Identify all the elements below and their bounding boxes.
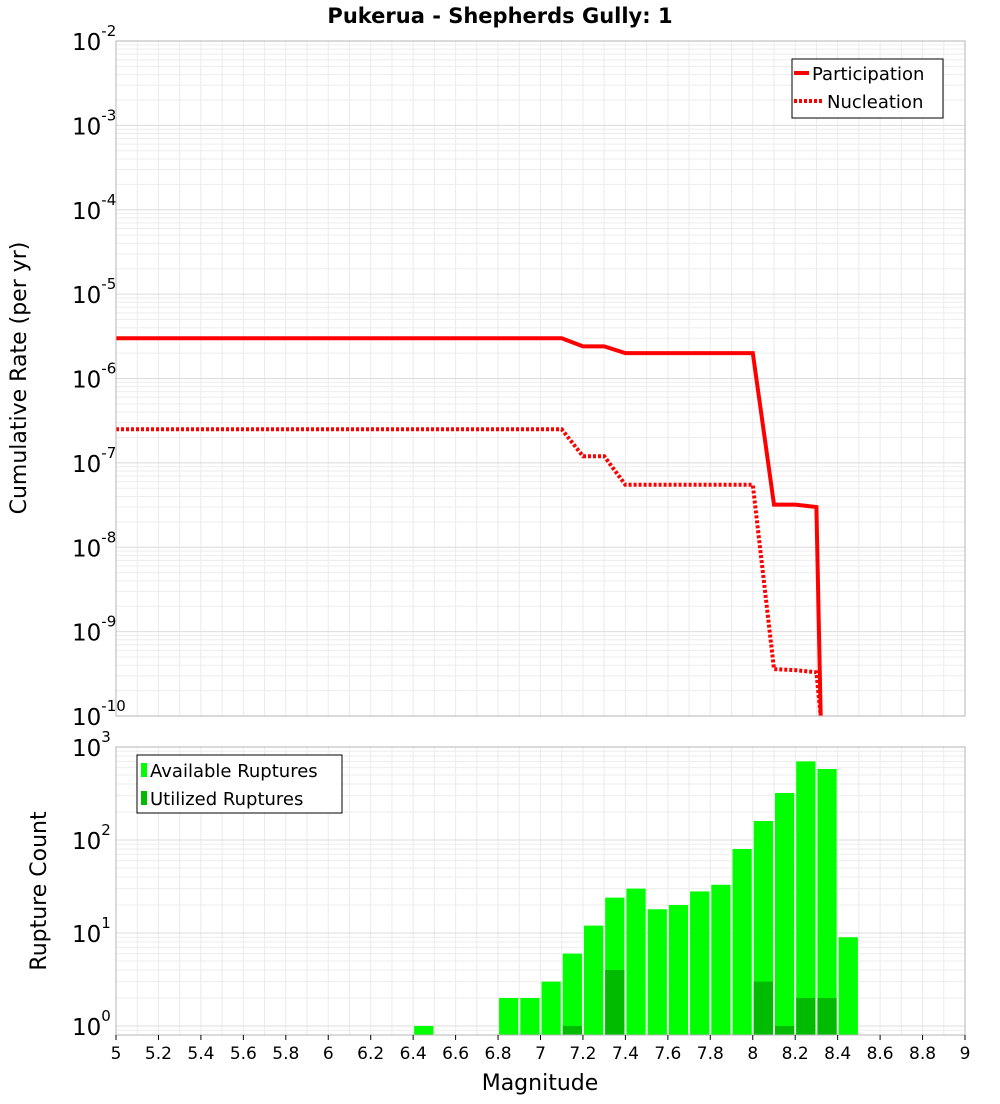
bar-available <box>796 761 816 1035</box>
x-tick-label: 8.8 <box>909 1044 936 1064</box>
top-y-tick-label: 10-9 <box>72 613 116 647</box>
bar-available <box>690 891 710 1035</box>
bottom-y-tick-label: 101 <box>72 914 111 948</box>
bottom-legend: Available Ruptures Utilized Ruptures <box>136 754 343 814</box>
bar-available <box>414 1025 434 1035</box>
bar-available <box>647 909 667 1035</box>
bar-available <box>541 981 561 1035</box>
bar-utilized <box>605 969 625 1035</box>
x-tick-label: 5 <box>111 1044 122 1064</box>
bar-utilized <box>562 1025 582 1035</box>
x-tick-label: 5.2 <box>145 1044 172 1064</box>
x-tick-label: 5.4 <box>187 1044 214 1064</box>
bar-available <box>774 793 795 1035</box>
x-tick-label: 8 <box>747 1044 758 1064</box>
top-y-tick-label: 10-3 <box>72 106 116 140</box>
top-y-tick-label: 10-5 <box>72 275 116 309</box>
x-tick-label: 6.4 <box>400 1044 427 1064</box>
bottom-y-axis-label: Rupture Count <box>27 811 52 971</box>
x-tick-label: 7.2 <box>569 1044 596 1064</box>
bar-available <box>499 997 519 1035</box>
x-tick-label: 7.8 <box>697 1044 724 1064</box>
top-legend: Participation Nucleation <box>791 58 944 119</box>
x-tick-label: 7.6 <box>654 1044 681 1064</box>
x-tick-label: 6.8 <box>485 1044 512 1064</box>
x-tick-label: 8.6 <box>867 1044 894 1064</box>
bottom-y-tick-label: 102 <box>72 821 111 855</box>
bar-available <box>520 997 540 1035</box>
bar-available <box>753 821 773 1035</box>
x-tick-label: 5.6 <box>230 1044 257 1064</box>
top-y-tick-label: 10-4 <box>72 191 116 225</box>
bar-utilized <box>774 1025 795 1035</box>
bottom-legend-box <box>136 754 343 814</box>
top-legend-box <box>791 58 944 119</box>
bar-available <box>711 884 731 1035</box>
top-gridlines <box>115 41 966 717</box>
legend-utilized-label: Utilized Ruptures <box>150 789 303 810</box>
top-y-tick-label: 10-6 <box>72 360 116 394</box>
bar-utilized <box>753 981 773 1035</box>
bar-available <box>562 953 582 1035</box>
legend-available-label: Available Ruptures <box>150 761 318 782</box>
legend-utilized-swatch <box>141 791 147 805</box>
bottom-y-ticks: 100 101 102 103 <box>72 728 111 1041</box>
bar-available <box>668 904 689 1035</box>
x-axis-label: Magnitude <box>482 1071 599 1096</box>
x-tick-label: 8.4 <box>824 1044 851 1064</box>
bar-available <box>817 769 837 1035</box>
bar-utilized <box>817 997 837 1035</box>
top-plot-frame <box>115 40 966 717</box>
legend-nucleation-label: Nucleation <box>827 92 923 113</box>
x-tick-label: 8.2 <box>782 1044 809 1064</box>
x-tick-label: 7.4 <box>612 1044 639 1064</box>
x-tick-label: 6.2 <box>357 1044 384 1064</box>
legend-participation-label: Participation <box>812 64 924 85</box>
top-y-tick-label: 10-10 <box>72 697 126 731</box>
bar-utilized <box>796 997 816 1035</box>
legend-available-swatch <box>141 763 147 777</box>
bar-available <box>583 925 604 1035</box>
x-tick-label: 6 <box>323 1044 334 1064</box>
bottom-y-tick-label: 103 <box>72 728 111 762</box>
bottom-y-tick-label: 100 <box>72 1007 111 1041</box>
x-tick-label: 6.6 <box>442 1044 469 1064</box>
top-y-tick-label: 10-8 <box>72 528 116 562</box>
x-tick-label: 9 <box>960 1044 971 1064</box>
x-tick-label: 5.8 <box>272 1044 299 1064</box>
top-y-axis-label: Cumulative Rate (per yr) <box>7 242 32 515</box>
chart-title: Pukerua - Shepherds Gully: 1 <box>327 4 672 28</box>
bar-available <box>732 849 752 1035</box>
series-line-nucleation <box>116 427 823 717</box>
x-tick-label: 7 <box>535 1044 546 1064</box>
top-y-ticks: 10-2 10-3 10-4 10-5 10-6 10-7 10-8 10-9 10-10 <box>72 22 126 731</box>
bottom-bars <box>414 761 858 1035</box>
bar-available <box>626 888 646 1035</box>
top-y-tick-label: 10-2 <box>72 22 116 56</box>
bottom-x-ticks: 5 5.2 5.4 5.6 5.8 6 6.2 6.4 6.6 6.8 7 7.2 7.4 7.6 7.8 8… <box>111 1035 971 1064</box>
top-series <box>116 336 823 717</box>
bar-available <box>838 937 858 1035</box>
top-y-tick-label: 10-7 <box>72 444 116 478</box>
series-line-participation <box>116 336 823 717</box>
